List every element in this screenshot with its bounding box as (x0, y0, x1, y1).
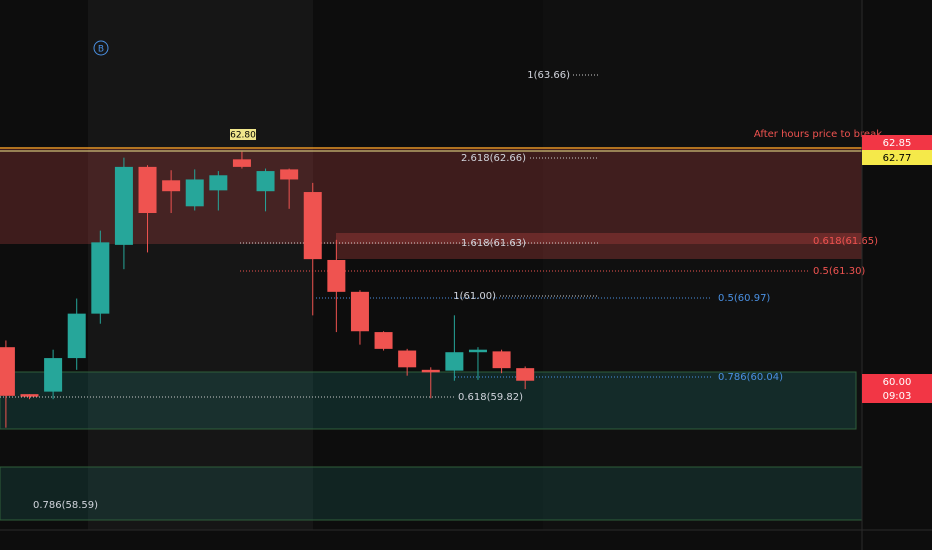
candle-body (20, 394, 39, 397)
candle-body (138, 166, 157, 214)
fib-label: 0.618(59.82) (458, 392, 523, 403)
fib-label: 1.618(61.63) (461, 238, 526, 249)
marker: B (98, 45, 104, 55)
candle-body (0, 347, 15, 396)
candle-body (232, 159, 251, 167)
fib-label: 0.5(60.97) (718, 293, 770, 304)
candle-body (303, 192, 322, 260)
candle-body (44, 358, 63, 392)
candle-body (350, 291, 369, 332)
session-shade (543, 0, 862, 530)
candle-body (492, 351, 511, 369)
marker-circle (93, 40, 109, 56)
candle-body (327, 259, 346, 292)
price-tag-text: 09:03 (883, 391, 912, 402)
candle-body (91, 242, 110, 314)
price-tag-text: 60.00 (883, 377, 912, 388)
price-tag-text: 62.85 (883, 138, 912, 149)
fib-label: 1(63.66) (527, 70, 570, 81)
candle-body (398, 350, 417, 368)
candle-body (67, 313, 86, 359)
price-tag-text: 62.77 (883, 153, 912, 164)
resistance-zone (336, 233, 862, 259)
fib-label: 0.786(58.59) (33, 500, 98, 511)
candle-body (280, 169, 299, 180)
candle-body (374, 332, 393, 349)
candle-body (445, 352, 464, 371)
candle-body (468, 349, 487, 353)
fib-label: 1(61.00) (453, 291, 496, 302)
candle-body (114, 166, 133, 245)
high-label-box (230, 129, 256, 140)
high-label: 62.80 (230, 131, 256, 141)
candle-body (162, 180, 181, 192)
price-tag (862, 374, 932, 403)
candle-body (421, 369, 440, 373)
candle-body (185, 179, 204, 207)
fib-label: 0.618(61.65) (813, 236, 878, 247)
price-tag (862, 150, 932, 165)
price-tag (862, 135, 932, 150)
fib-label: 2.618(62.66) (461, 153, 526, 164)
session-shade (88, 0, 313, 530)
support-zone (0, 466, 863, 521)
fib-label: 0.5(61.30) (813, 266, 865, 277)
support-zone (0, 371, 857, 430)
candle-body (516, 368, 535, 381)
fib-label: 0.786(60.04) (718, 372, 783, 383)
candle-body (256, 171, 275, 192)
annotation: After hours price to break (754, 129, 882, 140)
candle-body (209, 175, 228, 191)
